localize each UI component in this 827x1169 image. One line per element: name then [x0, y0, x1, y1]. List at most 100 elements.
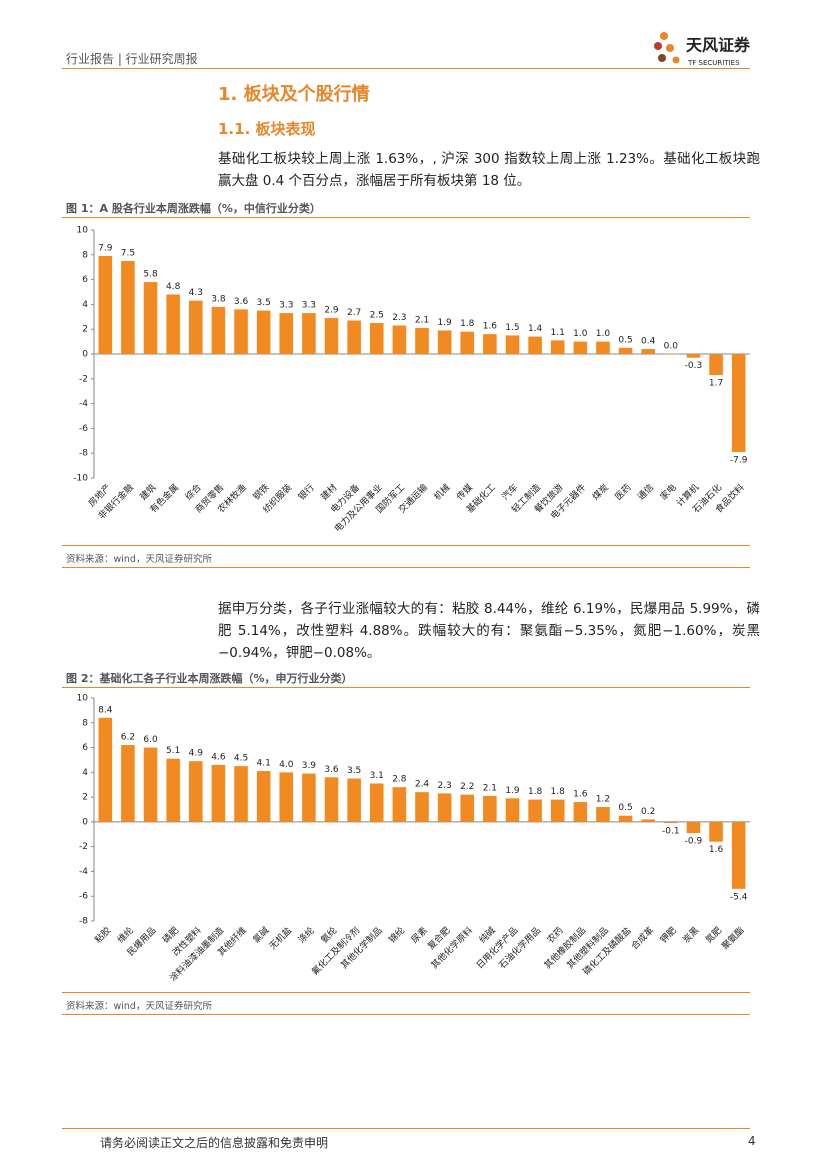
- figure-rule: [62, 1014, 750, 1015]
- data-label: -5.4: [730, 892, 748, 902]
- bar: [98, 717, 113, 822]
- bar: [415, 792, 429, 822]
- data-label: 5.1: [166, 746, 180, 756]
- figure-title: 图 1：A 股各行业本周涨跌幅（%，中信行业分类）: [66, 202, 321, 215]
- data-label: 3.5: [256, 298, 270, 308]
- bar: [211, 764, 226, 822]
- x-tick-label: 锦纶: [386, 924, 407, 945]
- data-label: 2.3: [437, 781, 451, 791]
- bar: [483, 795, 497, 822]
- y-tick-label: -2: [79, 842, 88, 852]
- y-tick-label: 0: [82, 817, 88, 827]
- x-tick-label: 粘胶: [92, 924, 113, 945]
- data-label: 2.4: [415, 780, 430, 790]
- data-label: 0.2: [641, 807, 655, 817]
- y-tick-label: -6: [79, 892, 88, 902]
- y-tick-label: 4: [82, 768, 88, 778]
- footer-disclaimer: 请务必阅读正文之后的信息披露和免责申明: [100, 1136, 329, 1150]
- x-tick-label: 合成革: [629, 924, 657, 952]
- bar: [505, 798, 520, 822]
- data-label: 3.5: [347, 766, 361, 776]
- x-tick-label: 建筑: [137, 481, 158, 502]
- data-label: 1.9: [437, 318, 452, 328]
- y-tick-label: 8: [82, 250, 88, 260]
- bar: [324, 318, 339, 354]
- y-tick-label: 0: [82, 350, 88, 360]
- bar: [618, 815, 633, 822]
- logo-text: 天风证券: [686, 36, 751, 55]
- x-tick-label: 纯碱: [477, 924, 498, 945]
- data-label: 8.4: [98, 705, 113, 715]
- y-tick-label: -2: [79, 374, 88, 384]
- y-tick-label: -4: [79, 867, 88, 877]
- x-tick-label: 机械: [431, 481, 452, 502]
- y-tick-label: 4: [82, 300, 88, 310]
- data-label: 2.7: [347, 308, 361, 318]
- bar: [189, 300, 203, 354]
- data-label: 4.1: [256, 759, 270, 769]
- bar: [550, 340, 565, 354]
- data-label: 1.8: [551, 787, 566, 797]
- bar: [189, 761, 203, 822]
- section-heading: 1. 板块及个股行情: [218, 84, 370, 105]
- x-tick-label: 钾肥: [657, 924, 678, 945]
- bar: [302, 313, 316, 354]
- bar: [686, 354, 701, 358]
- x-tick-label: 医药: [613, 482, 634, 503]
- bar: [709, 821, 723, 842]
- logo-en: TF SECURITIES: [687, 59, 740, 67]
- y-tick-label: 6: [82, 743, 88, 753]
- data-label: 1.7: [709, 379, 723, 389]
- data-label: -0.1: [662, 827, 680, 837]
- figure-title: 图 2：基础化工各子行业本周涨跌幅（%，申万行业分类）: [66, 672, 353, 685]
- data-label: 4.5: [234, 754, 248, 764]
- bar: [302, 773, 316, 822]
- x-tick-label: 氮肥: [703, 924, 724, 945]
- bar: [121, 745, 135, 822]
- bar: [437, 793, 452, 822]
- bar: [664, 354, 678, 355]
- y-tick-label: -6: [79, 424, 88, 434]
- data-label: 3.3: [302, 301, 316, 311]
- bar: [528, 336, 542, 354]
- bar: [143, 747, 158, 822]
- data-label: 3.3: [279, 301, 293, 311]
- data-label: 6.0: [143, 735, 158, 745]
- bar: [618, 347, 633, 354]
- bar: [596, 341, 610, 354]
- x-tick-label: 建材: [318, 481, 339, 502]
- data-label: 4.3: [189, 288, 203, 298]
- data-label: 0.5: [618, 335, 632, 345]
- x-tick-label: 钢铁: [250, 481, 271, 502]
- y-tick-label: -8: [79, 917, 88, 927]
- bar: [460, 331, 475, 354]
- data-label: 6.2: [121, 733, 135, 743]
- bar: [256, 310, 271, 354]
- x-tick-label: 银行: [296, 481, 317, 502]
- data-label: -7.9: [730, 455, 748, 465]
- data-label: 3.6: [234, 297, 249, 307]
- bar: [211, 306, 226, 354]
- data-label: 2.1: [483, 783, 497, 793]
- x-tick-label: 尿素: [409, 924, 430, 945]
- data-label: 7.9: [98, 244, 113, 254]
- bar: [528, 799, 542, 822]
- bar: [324, 777, 339, 822]
- data-label: 1.9: [505, 786, 520, 796]
- bar: [505, 335, 520, 354]
- y-tick-label: 6: [82, 275, 88, 285]
- data-label: 0.0: [664, 342, 679, 352]
- bar: [731, 821, 746, 889]
- bar: [460, 794, 475, 822]
- x-tick-label: 炭黑: [681, 925, 702, 946]
- x-tick-label: 涤纶: [296, 924, 317, 945]
- footer-rule: [62, 1128, 750, 1129]
- y-tick-label: 2: [82, 325, 88, 335]
- bar: [369, 323, 384, 354]
- bar: [392, 787, 407, 822]
- data-label: 1.4: [528, 324, 543, 334]
- bar: [709, 354, 723, 376]
- data-label: 4.6: [211, 752, 226, 762]
- data-label: 7.5: [121, 249, 135, 259]
